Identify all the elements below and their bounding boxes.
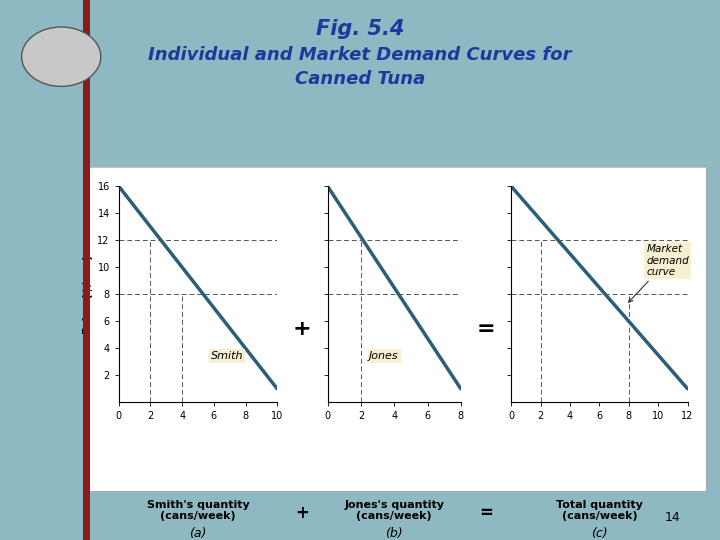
- Text: Jones's quantity
(cans/week): Jones's quantity (cans/week): [344, 500, 444, 521]
- Text: (c): (c): [591, 526, 608, 539]
- Text: =: =: [477, 319, 495, 340]
- Text: Individual and Market Demand Curves for: Individual and Market Demand Curves for: [148, 46, 572, 64]
- Text: Jones: Jones: [369, 351, 399, 361]
- Text: +: +: [295, 504, 310, 522]
- Text: (a): (a): [189, 526, 207, 539]
- Text: Canned Tuna: Canned Tuna: [295, 70, 425, 88]
- Text: 14: 14: [665, 511, 680, 524]
- Text: Smith's quantity
(cans/week): Smith's quantity (cans/week): [147, 500, 249, 521]
- Text: Smith: Smith: [211, 351, 243, 361]
- Text: +: +: [293, 319, 312, 340]
- Text: (b): (b): [385, 526, 403, 539]
- Text: Fig. 5.4: Fig. 5.4: [316, 19, 404, 39]
- Y-axis label: Price ($/can): Price ($/can): [84, 254, 93, 334]
- Text: =: =: [479, 504, 493, 522]
- Text: Market
demand
curve: Market demand curve: [629, 244, 689, 302]
- Text: Total quantity
(cans/week): Total quantity (cans/week): [556, 500, 643, 521]
